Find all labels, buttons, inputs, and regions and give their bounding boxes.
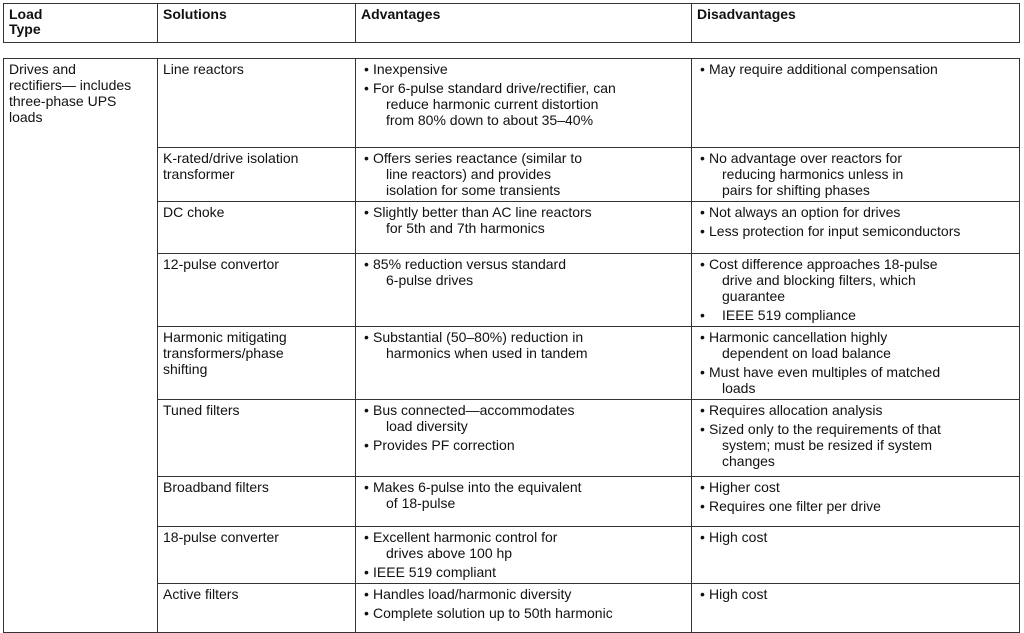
disadvantages-cell: High cost xyxy=(691,526,1020,584)
advantage-item: IEEE 519 compliant xyxy=(361,564,686,580)
table-row: Harmonic mitigating transformers/phase s… xyxy=(4,326,1020,400)
disadvantages-cell: Cost difference approaches 18-pulse driv… xyxy=(691,253,1020,327)
solution-cell: Active filters xyxy=(157,583,356,633)
solution-cell: Harmonic mitigating transformers/phase s… xyxy=(157,326,356,400)
solution-cell: 12-pulse convertor xyxy=(157,253,356,327)
disadvantage-item: Not always an option for drives xyxy=(697,204,1014,220)
disadvantage-item: Cost difference approaches 18-pulse driv… xyxy=(697,256,1014,304)
table-row: Drives and rectifiers— includes three-ph… xyxy=(3,58,1020,633)
advantages-cell: Bus connected—accommodates load diversit… xyxy=(355,399,692,477)
advantage-item: Offers series reactance (similar to line… xyxy=(361,150,686,198)
solutions-table: Drives and rectifiers— includes three-ph… xyxy=(3,58,1020,633)
advantage-item: Substantial (50–80%) reduction in harmon… xyxy=(361,329,686,361)
disadvantages-cell: Higher cost Requires one filter per drive xyxy=(691,476,1020,527)
solution-cell: DC choke xyxy=(157,201,356,254)
advantage-item: Makes 6-pulse into the equivalent of 18-… xyxy=(361,479,686,511)
advantages-cell: Makes 6-pulse into the equivalent of 18-… xyxy=(355,476,692,527)
advantages-cell: Excellent harmonic control for drives ab… xyxy=(355,526,692,584)
disadvantage-item: Less protection for input semiconductors xyxy=(697,223,1014,239)
advantage-item: Provides PF correction xyxy=(361,437,686,453)
header-solutions: Solutions xyxy=(157,3,356,43)
disadvantage-item: Harmonic cancellation highly dependent o… xyxy=(697,329,1014,361)
disadvantage-item: Requires one filter per drive xyxy=(697,498,1014,514)
load-type-cell: Drives and rectifiers— includes three-ph… xyxy=(3,58,158,633)
disadvantage-item: Higher cost xyxy=(697,479,1014,495)
advantages-cell: Offers series reactance (similar to line… xyxy=(355,147,692,202)
disadvantage-item: High cost xyxy=(697,586,1014,602)
disadvantage-item: No advantage over reactors for reducing … xyxy=(697,150,1014,198)
header-disadvantages: Disadvantages xyxy=(691,3,1020,43)
advantages-cell: 85% reduction versus standard 6-pulse dr… xyxy=(355,253,692,327)
advantages-cell: Inexpensive For 6-pulse standard drive/re… xyxy=(355,58,692,148)
solution-cell: 18-pulse converter xyxy=(157,526,356,584)
advantage-item: Handles load/harmonic diversity xyxy=(361,586,686,602)
disadvantage-item: May require additional compensation xyxy=(697,61,1014,77)
solution-cell: Broadband filters xyxy=(157,476,356,527)
disadvantages-cell: Requires allocation analysis Sized only t… xyxy=(691,399,1020,477)
solution-cell: Line reactors xyxy=(157,58,356,148)
header-advantages: Advantages xyxy=(355,3,692,43)
table-row: 12-pulse convertor85% reduction versus s… xyxy=(4,253,1020,327)
disadvantages-cell: No advantage over reactors for reducing … xyxy=(691,147,1020,202)
table-row: Active filtersHandles load/harmonic dive… xyxy=(4,583,1020,633)
advantage-item: For 6-pulse standard drive/rectifier, ca… xyxy=(361,80,686,128)
advantages-cell: Substantial (50–80%) reduction in harmon… xyxy=(355,326,692,400)
disadvantage-item: Sized only to the requirements of that s… xyxy=(697,421,1014,469)
advantages-cell: Handles load/harmonic diversity Complete … xyxy=(355,583,692,633)
disadvantage-item: IEEE 519 compliance xyxy=(697,307,1014,323)
disadvantage-item: Must have even multiples of matched load… xyxy=(697,364,1014,396)
disadvantages-cell: Harmonic cancellation highly dependent o… xyxy=(691,326,1020,400)
advantages-cell: Slightly better than AC line reactors fo… xyxy=(355,201,692,254)
advantage-item: Bus connected—accommodates load diversit… xyxy=(361,402,686,434)
table-row: 18-pulse converterExcellent harmonic con… xyxy=(4,526,1020,584)
advantage-item: Complete solution up to 50th harmonic xyxy=(361,605,686,621)
header-load-type: Load Type xyxy=(3,3,158,43)
solution-cell: Tuned filters xyxy=(157,399,356,477)
disadvantage-item: Requires allocation analysis xyxy=(697,402,1014,418)
disadvantages-cell: May require additional compensation xyxy=(691,58,1020,148)
advantage-item: Excellent harmonic control for drives ab… xyxy=(361,529,686,561)
solution-cell: K-rated/drive isolation transformer xyxy=(157,147,356,202)
table-row: K-rated/drive isolation transformerOffer… xyxy=(4,147,1020,202)
disadvantages-cell: Not always an option for drives Less prot… xyxy=(691,201,1020,254)
advantage-item: Inexpensive xyxy=(361,61,686,77)
disadvantages-cell: High cost xyxy=(691,583,1020,633)
disadvantage-item: High cost xyxy=(697,529,1014,545)
table-row: Broadband filtersMakes 6-pulse into the … xyxy=(4,476,1020,527)
advantage-item: Slightly better than AC line reactors fo… xyxy=(361,204,686,236)
table-row: Tuned filtersBus connected—accommodates … xyxy=(4,399,1020,477)
header-table: Load Type Solutions Advantages Disadvant… xyxy=(3,3,1020,43)
advantage-item: 85% reduction versus standard 6-pulse dr… xyxy=(361,256,686,288)
